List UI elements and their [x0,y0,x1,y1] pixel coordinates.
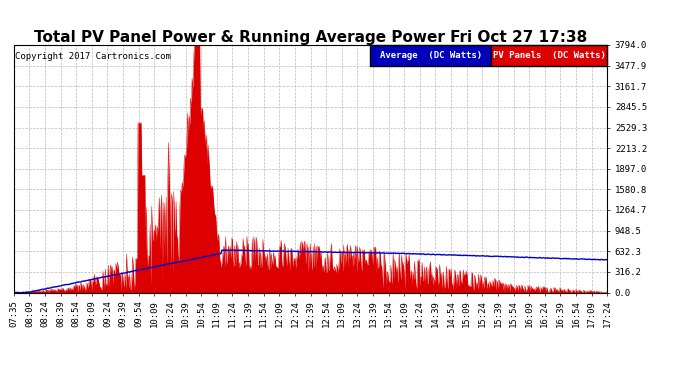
Text: Average  (DC Watts): Average (DC Watts) [380,51,482,60]
Text: PV Panels  (DC Watts): PV Panels (DC Watts) [493,51,606,60]
Title: Total PV Panel Power & Running Average Power Fri Oct 27 17:38: Total PV Panel Power & Running Average P… [34,30,587,45]
FancyBboxPatch shape [491,45,607,66]
FancyBboxPatch shape [370,45,491,66]
Text: Copyright 2017 Cartronics.com: Copyright 2017 Cartronics.com [15,53,171,62]
